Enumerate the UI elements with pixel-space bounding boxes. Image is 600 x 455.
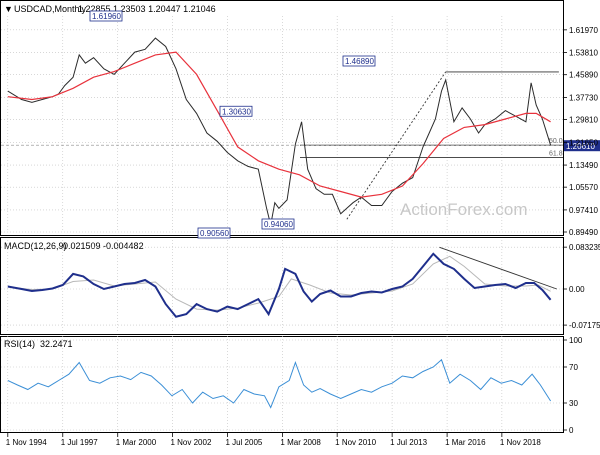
price-ytick-label: 1.61970 <box>569 26 598 35</box>
price-annotation-label: 0.94060 <box>264 220 293 229</box>
macd-ytick-label: 0.083235 <box>569 243 600 252</box>
watermark: ActionForex.com <box>400 200 528 219</box>
price-annotation-box <box>261 218 295 230</box>
price-ytick-label: 1.53810 <box>569 49 598 58</box>
price-ytick-label: 0.97410 <box>569 206 598 215</box>
macd-panel-frame <box>0 237 564 335</box>
fib-level-label: 50.0 <box>549 138 563 145</box>
grid-layer <box>1 16 563 431</box>
macd-ytick-label: 0.00 <box>569 285 585 294</box>
price-ytick-label: 1.13490 <box>569 161 598 170</box>
rsi-header-name: RSI(14) <box>4 339 35 349</box>
current-price-label: 1.20610 <box>566 142 595 151</box>
rsi-header-values: 32.2471 <box>40 339 73 349</box>
price-header-arrow: ▼ <box>4 4 13 14</box>
macd-header-values: -0.021509 -0.004482 <box>60 241 144 251</box>
xtick-label: 1 Mar 2016 <box>445 438 486 447</box>
price-header-symbol: USDCAD,Monthly <box>14 4 87 14</box>
macd-series-macd-main <box>7 252 552 318</box>
current-price-tag <box>564 140 600 152</box>
xtick-label: 1 Mar 2000 <box>116 438 157 447</box>
price-ytick-label: 1.37730 <box>569 93 598 102</box>
xtick-label: 1 Jul 1997 <box>61 438 98 447</box>
series-layer: 50.0 61.8 1.61960 1.30630 0.90560 0.94060 1.46… <box>1 10 600 409</box>
price-series-moving-average <box>7 51 551 198</box>
rsi-ytick-label: 0 <box>569 426 574 435</box>
price-header-ohlc: 1.22855 1.23503 1.20447 1.21046 <box>78 4 216 14</box>
macd-trend-line <box>439 246 557 290</box>
macd-series-macd-signal <box>7 255 551 311</box>
rsi-ytick-label: 30 <box>569 399 578 408</box>
price-annotation-label: 0.90560 <box>200 229 229 238</box>
price-annotation-box <box>219 105 253 117</box>
rsi-ytick-label: 70 <box>569 363 578 372</box>
rsi-series-rsi <box>7 358 552 409</box>
fib-level-label: 61.8 <box>549 151 563 158</box>
price-annotation-label: 1.46890 <box>345 57 374 66</box>
xtick-label: 1 Jul 2013 <box>390 438 427 447</box>
price-annotation-label: 1.30630 <box>222 107 251 116</box>
xtick-label: 1 Nov 2002 <box>170 438 211 447</box>
price-series-price-close <box>7 37 552 226</box>
price-ytick-label: 0.89490 <box>569 228 598 237</box>
xtick-label: 1 Nov 2018 <box>500 438 541 447</box>
macd-ytick-label: -0.071752 <box>569 321 600 330</box>
macd-header-name: MACD(12,26,9) <box>4 241 67 251</box>
price-annotation-box <box>342 55 376 67</box>
price-ytick-label: 1.29810 <box>569 116 598 125</box>
fib-trend-line <box>346 71 447 220</box>
rsi-ytick-label: 100 <box>569 336 583 345</box>
xtick-label: 1 Mar 2008 <box>280 438 321 447</box>
axis-layer: 1.61970 1.53810 1.45890 1.37730 1.29810 1.216… <box>6 26 600 447</box>
price-annotation-box <box>89 10 123 22</box>
xtick-label: 1 Nov 1994 <box>6 438 47 447</box>
xtick-label: 1 Nov 2010 <box>335 438 376 447</box>
price-ytick-label: 1.05570 <box>569 183 598 192</box>
price-ytick-label: 1.45890 <box>569 71 598 80</box>
xtick-label: 1 Jul 2005 <box>225 438 262 447</box>
price-annotation-box <box>197 227 231 239</box>
price-annotation-label: 1.61960 <box>92 12 121 21</box>
price-ytick-label: 1.21650 <box>569 138 598 147</box>
